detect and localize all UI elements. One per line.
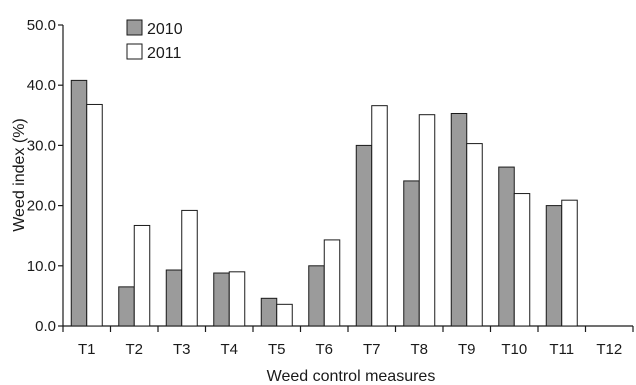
x-tick-label: T5 (268, 341, 286, 358)
bar-2011-T6 (323, 239, 341, 327)
bar-2011-T5 (276, 303, 293, 327)
x-tick-label: T1 (78, 341, 96, 358)
y-tick-label: 50.0 (27, 17, 56, 34)
y-tick-label: 20.0 (27, 198, 56, 215)
x-tick-label: T10 (501, 341, 527, 358)
x-tick-label: T2 (125, 341, 143, 358)
bar-2011-T2 (133, 224, 151, 327)
legend: 2010 2011 (126, 19, 183, 62)
bar-2011-T8 (418, 114, 436, 327)
legend-swatch-2010 (126, 19, 143, 36)
legend-label-2010: 2010 (147, 21, 183, 38)
legend-label-2011: 2011 (147, 45, 182, 62)
bar-2010-T7 (355, 144, 373, 327)
bar-2010-T6 (308, 265, 325, 327)
x-tick-label: T3 (173, 341, 191, 358)
x-tick-label: T8 (410, 341, 428, 358)
bar-2011-T1 (86, 103, 103, 327)
bar-2010-T1 (70, 79, 88, 327)
bar-2010-T9 (450, 112, 468, 327)
legend-swatch-2011 (126, 43, 143, 60)
bar-2011-T7 (371, 105, 388, 327)
x-tick-label: T9 (458, 341, 476, 358)
x-tick-label: T12 (596, 341, 622, 358)
x-tick-label: T4 (220, 341, 238, 358)
x-axis: T1 T2 T3 T4 T5 T6 T7 T8 T9 T10 T11 T12 (62, 325, 634, 358)
y-axis-title: Weed index (%) (11, 118, 28, 232)
bar-2010-T8 (403, 180, 420, 327)
x-tick-label: T7 (363, 341, 381, 358)
y-tick-label: 0.0 (35, 318, 56, 335)
bar-2011-T4 (228, 271, 246, 327)
bar-2010-T4 (213, 272, 230, 327)
y-tick-label: 30.0 (27, 137, 56, 154)
bar-2011-T10 (513, 193, 531, 327)
bars (70, 79, 578, 327)
bar-2010-T3 (165, 269, 183, 327)
x-axis-title: Weed control measures (267, 368, 436, 385)
bar-2011-T3 (181, 209, 198, 327)
bar-2011-T9 (466, 143, 483, 327)
x-tick-label: T6 (315, 341, 333, 358)
bar-2010-T5 (260, 297, 278, 327)
bar-2010-T2 (118, 286, 135, 327)
bar-2010-T11 (545, 205, 563, 327)
y-axis: 0.0 10.0 20.0 30.0 40.0 50.0 (27, 17, 64, 335)
y-tick-label: 40.0 (27, 77, 56, 94)
bar-2011-T11 (561, 199, 578, 327)
bar-2010-T10 (498, 166, 515, 327)
y-tick-label: 10.0 (27, 258, 56, 275)
x-tick-label: T11 (549, 341, 574, 358)
